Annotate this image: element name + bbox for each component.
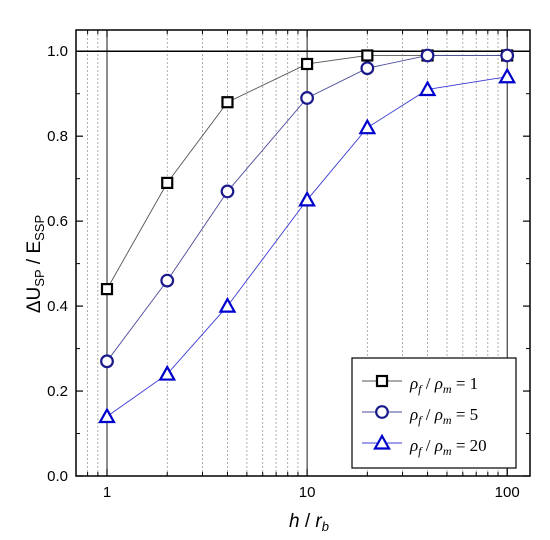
data-point (300, 91, 314, 105)
x-axis-title-main: h (289, 511, 300, 532)
series-layer (98, 48, 517, 424)
legend-rho-f: ρ (409, 405, 418, 424)
tick-labels: 0.0 0.2 0.4 0.6 0.8 1.0 1 10 100 (47, 43, 520, 501)
data-point (360, 61, 375, 76)
legend-marker-circle (375, 405, 389, 419)
legend-marker-triangle (373, 433, 391, 450)
y-tick-label: 1.0 (47, 43, 68, 60)
data-point (500, 48, 515, 63)
data-point (218, 296, 237, 313)
legend-sep: / (422, 405, 435, 424)
axis-ticks (75, 30, 530, 477)
legend-label-1: ρf / ρm = 1 (409, 374, 478, 396)
y-tick-label: 0.2 (47, 383, 68, 400)
legend-entry-2: ρf / ρm = 5 (362, 405, 478, 427)
legend-rho-f-sub: f (418, 382, 423, 396)
y-tick-label: 0.8 (47, 128, 68, 145)
data-point (220, 184, 235, 199)
legend-entry-3: ρf / ρm = 20 (362, 433, 487, 458)
legend-rho-m-sub: m (443, 382, 452, 396)
plot-frame (75, 29, 531, 477)
legend-entry-1: ρf / ρm = 1 (362, 374, 478, 396)
data-point (160, 273, 175, 288)
x-axis-title-var: r (315, 511, 322, 532)
legend-label-2: ρf / ρm = 5 (409, 405, 478, 427)
legend-rho-f-sub: f (418, 444, 423, 458)
series-2 (100, 48, 515, 369)
y-axis-title-sub2: SSP (32, 215, 47, 241)
legend-eq: = 5 (452, 405, 479, 424)
legend: ρf / ρm = 1 ρf / ρm = 5 ρf / ρm = 20 (351, 357, 517, 469)
data-point (358, 118, 377, 135)
x-tick-label: 1 (103, 484, 111, 501)
legend-rho-f: ρ (409, 374, 418, 393)
y-tick-label: 0.6 (47, 213, 68, 230)
y-axis-title-mid: / E (24, 241, 45, 270)
legend-rho-f: ρ (409, 436, 418, 455)
legend-sep: / (422, 374, 435, 393)
data-point (98, 407, 116, 424)
data-point (300, 57, 314, 71)
legend-eq: = 1 (452, 374, 479, 393)
data-point (161, 176, 174, 190)
y-axis-title: ΔUSP / ESSP (24, 215, 47, 313)
series-3 (98, 67, 517, 424)
data-point (420, 48, 435, 63)
y-axis-title-prefix: ΔU (24, 287, 45, 313)
y-tick-label: 0.0 (47, 468, 68, 485)
legend-eq: = 20 (452, 436, 487, 455)
x-axis-title-sub: b (322, 519, 329, 534)
legend-rho-m: ρ (434, 374, 443, 393)
y-tick-label: 0.4 (47, 298, 68, 315)
data-point (418, 80, 437, 97)
legend-label-3: ρf / ρm = 20 (409, 436, 487, 458)
x-tick-label: 100 (495, 484, 520, 501)
data-point (221, 96, 234, 109)
x-axis-title: h / rb (289, 511, 329, 534)
legend-rho-f-sub: f (418, 413, 423, 427)
data-point (498, 67, 517, 84)
legend-rho-m-sub: m (443, 444, 452, 458)
y-axis-title-sub1: SP (32, 269, 47, 286)
data-point (298, 190, 316, 207)
legend-marker-square (375, 374, 389, 388)
data-point (361, 49, 374, 62)
legend-rho-m-sub: m (443, 413, 452, 427)
data-point (100, 283, 114, 296)
x-tick-label: 10 (299, 484, 316, 501)
legend-rho-m: ρ (434, 405, 443, 424)
data-point (100, 354, 114, 369)
legend-rho-m: ρ (434, 436, 443, 455)
x-axis-title-sep: / (300, 511, 316, 532)
data-point (158, 364, 177, 381)
legend-sep: / (422, 436, 435, 455)
